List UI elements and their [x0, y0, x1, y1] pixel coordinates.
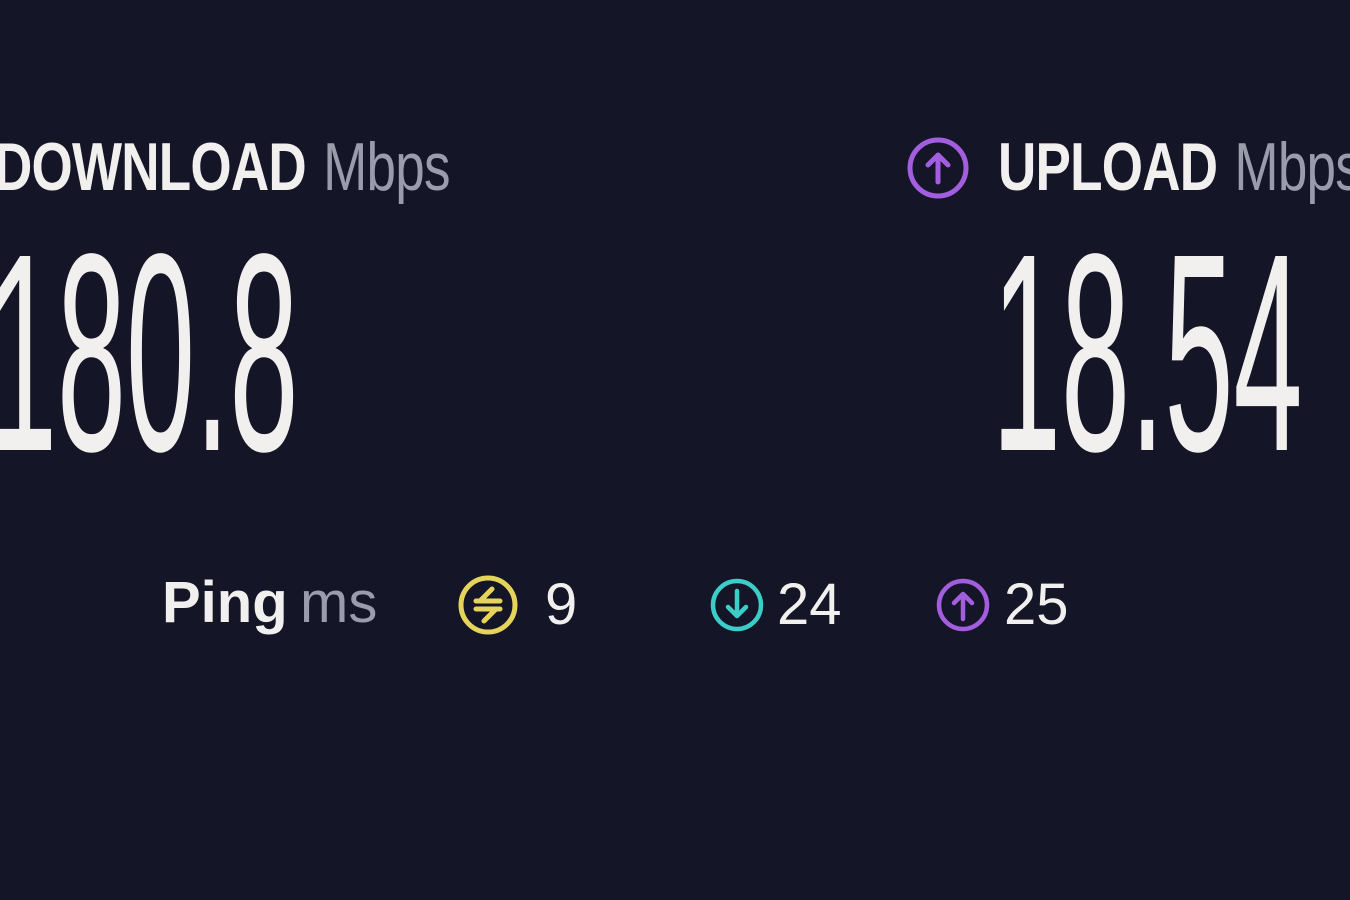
upload-unit: Mbps	[1234, 129, 1350, 205]
ping-unit: ms	[300, 570, 378, 635]
upload-label: UPLOAD Mbps	[998, 128, 1350, 206]
upload-label-text: UPLOAD	[998, 129, 1218, 205]
ping-upload-value: 25	[1004, 572, 1069, 637]
ping-download-value: 24	[777, 572, 842, 637]
upload-arrow-circle-icon	[907, 137, 969, 199]
download-value: 180.8	[0, 195, 299, 510]
download-arrow-circle-icon	[710, 578, 764, 632]
ping-label: Ping	[162, 570, 288, 635]
ping-idle-icon	[458, 575, 518, 635]
download-label: DOWNLOAD Mbps	[0, 128, 450, 206]
download-label-text: DOWNLOAD	[0, 129, 307, 205]
upload-arrow-circle-icon	[936, 578, 990, 632]
download-unit: Mbps	[323, 129, 450, 205]
upload-value: 18.54	[992, 195, 1303, 510]
ping-idle-value: 9	[545, 572, 578, 637]
